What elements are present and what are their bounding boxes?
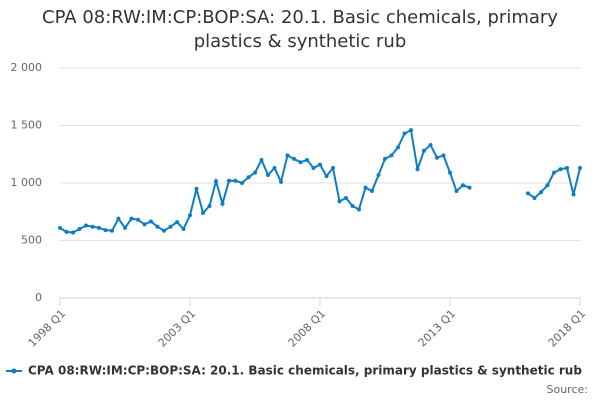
y-tick-label: 2 000: [11, 61, 43, 74]
point: [565, 166, 569, 171]
point: [467, 185, 472, 190]
point: [350, 204, 355, 208]
source: Source:: [547, 383, 589, 396]
point: [149, 219, 153, 224]
point: [558, 167, 563, 172]
point: [168, 224, 173, 229]
point: [71, 230, 75, 235]
point: [415, 167, 420, 172]
legend-label: CPA 08:RW:IM:CP:BOP:SA: 20.1. Basic chem…: [28, 364, 582, 378]
point: [526, 191, 530, 196]
point: [363, 185, 368, 190]
point: [272, 166, 277, 171]
y-tick-label: 500: [21, 234, 42, 247]
series-line: [59, 128, 581, 234]
point: [383, 156, 387, 161]
point: [58, 225, 62, 230]
point: [461, 183, 465, 188]
point: [227, 178, 231, 183]
point: [175, 220, 179, 225]
point: [331, 166, 335, 171]
x-tick-label: 1998 Q1: [26, 307, 69, 350]
point: [110, 228, 114, 233]
point: [441, 153, 446, 158]
point: [545, 183, 550, 188]
point: [279, 179, 283, 184]
point: [201, 210, 205, 215]
point: [448, 170, 452, 175]
point: [188, 213, 192, 218]
point: [207, 204, 212, 208]
point: [194, 186, 199, 191]
point: [389, 153, 394, 158]
point: [142, 222, 147, 227]
point: [318, 162, 322, 167]
point: [428, 143, 433, 148]
point: [571, 192, 576, 197]
point: [337, 199, 342, 204]
point: [376, 172, 381, 177]
y-tick-label: 1 500: [11, 119, 43, 132]
point: [409, 128, 413, 133]
x-tick-label: 2003 Q1: [156, 307, 199, 350]
point: [123, 225, 127, 230]
point: [233, 178, 238, 183]
point: [311, 166, 316, 171]
point: [162, 228, 166, 233]
point: [402, 131, 407, 136]
point: [116, 216, 121, 221]
point: [97, 225, 101, 230]
point: [552, 170, 556, 175]
y-tick-label: 1 000: [11, 176, 43, 189]
point: [344, 195, 348, 200]
point: [539, 190, 543, 195]
point: [324, 174, 329, 179]
x-tick-label: 2008 Q1: [286, 307, 329, 350]
chart-title: CPA 08:RW:IM:CP:BOP:SA: 20.1. Basic chem…: [42, 7, 558, 52]
point: [357, 207, 361, 212]
point: [90, 224, 95, 229]
point: [246, 175, 251, 180]
point: [253, 170, 257, 175]
point: [181, 227, 186, 231]
point: [136, 217, 140, 222]
point: [240, 181, 244, 185]
point: [298, 160, 303, 165]
point: [370, 189, 374, 194]
point: [435, 155, 439, 160]
y-tick-label: 0: [35, 291, 42, 304]
point: [532, 195, 537, 200]
point: [129, 216, 134, 221]
point: [103, 228, 108, 233]
point: [214, 179, 218, 184]
x-tick-label: 2018 Q1: [546, 307, 589, 350]
point: [422, 148, 426, 153]
point: [220, 201, 225, 206]
legend-marker: [11, 368, 17, 374]
point: [285, 153, 290, 158]
point: [454, 189, 459, 194]
point: [292, 156, 296, 161]
point: [396, 145, 400, 150]
point: [305, 158, 309, 162]
point: [84, 223, 88, 228]
point: [64, 229, 69, 234]
point: [578, 166, 582, 171]
x-tick-label: 2013 Q1: [416, 307, 459, 350]
point: [259, 158, 264, 162]
point: [77, 227, 82, 231]
point: [155, 224, 160, 229]
point: [266, 172, 270, 177]
